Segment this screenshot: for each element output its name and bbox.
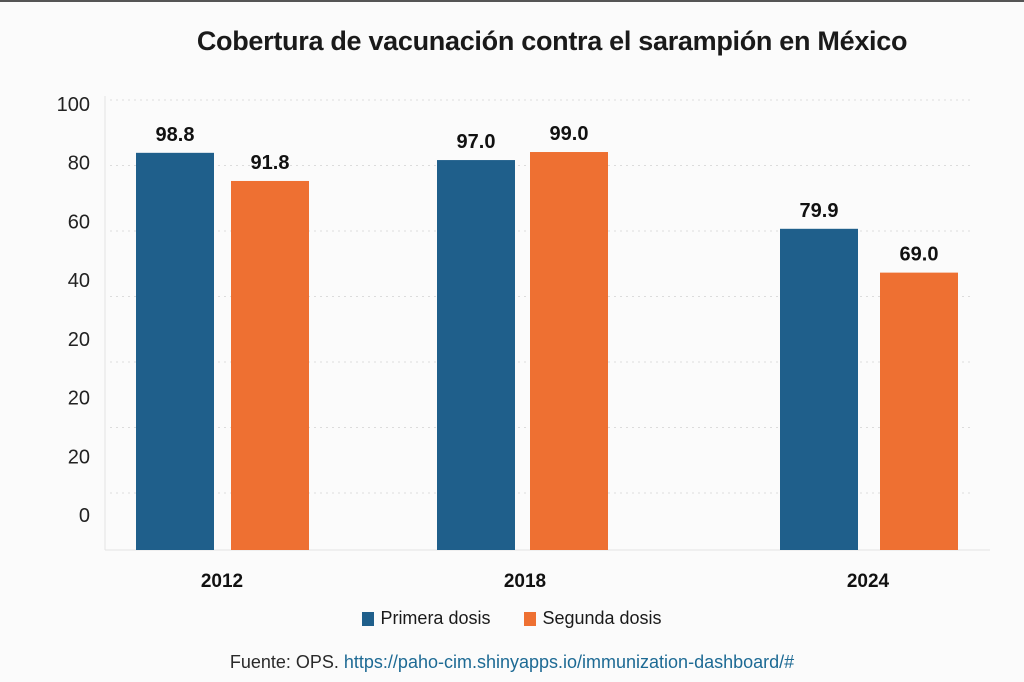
legend-swatch-blue [362,611,375,626]
x-tick-label: 2018 [504,571,546,592]
source-link[interactable]: https://paho-cim.shinyapps.io/immunizati… [343,652,795,672]
chart-title: Cobertura de vacunación contra el saramp… [196,26,908,56]
bar-primera-2012 [136,152,214,550]
bar-primera-2018 [437,160,515,550]
bar-primera-2024 [780,228,858,550]
legend-label: Segunda dosis [542,608,662,628]
data-label: 69.0 [900,244,939,266]
bar-segunda-2012 [231,180,309,551]
source-note: Fuente: OPS. https://paho-cim.shinyapps.… [0,652,1024,673]
data-label: 99.0 [550,123,589,145]
data-label: 91.8 [251,152,290,174]
y-tick-label: 100 [57,94,90,116]
data-label: 97.0 [457,131,496,153]
legend: Primera dosis Segunda dosis [0,608,1024,629]
legend-swatch-orange [524,611,537,626]
x-tick-label: 2024 [847,571,890,592]
bar-segunda-2024 [880,272,958,550]
y-tick-label: 20 [68,329,90,351]
y-tick-label: 80 [68,153,90,175]
data-label: 79.9 [800,200,839,222]
y-tick-label: 20 [68,446,90,468]
x-tick-label: 2012 [201,571,243,592]
source-prefix: Fuente: OPS. [229,652,339,672]
legend-item-primera: Primera dosis [362,608,490,629]
y-tick-label: 60 [68,211,90,233]
data-label: 98.8 [156,124,195,146]
top-border [0,0,1024,2]
y-tick-label: 0 [79,505,90,527]
legend-label: Primera dosis [380,608,491,628]
y-tick-label: 20 [68,388,90,410]
bar-chart: 100 80 60 40 20 20 20 0 2012 98.8 91.8 2018 97.0 99.0… [57,94,990,592]
legend-item-segunda: Segunda dosis [524,608,662,629]
bar-segunda-2018 [530,152,608,550]
y-tick-label: 40 [68,270,90,292]
